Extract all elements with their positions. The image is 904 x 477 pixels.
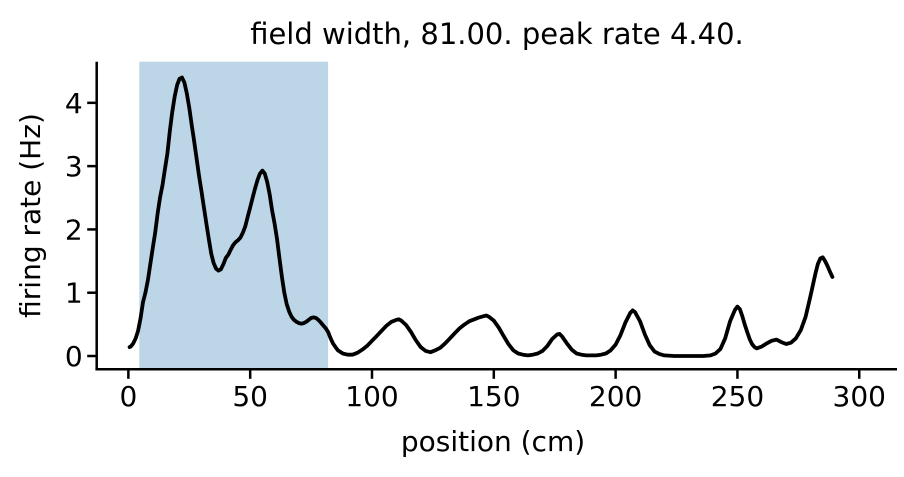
y-tick-label-2: 2 [65, 213, 83, 246]
y-axis-ticks: 0 1 2 3 4 [65, 87, 97, 373]
x-tick-label-300: 300 [833, 380, 886, 413]
axes-spines [95, 61, 897, 371]
x-tick-label-50: 50 [232, 380, 268, 413]
x-tick-label-150: 150 [467, 380, 520, 413]
firing-rate-line [127, 75, 835, 358]
chart-title: field width, 81.00. peak rate 4.40. [250, 17, 744, 51]
x-axis-ticks: 0 50 100 150 200 250 300 [119, 369, 886, 413]
y-tick-label-4: 4 [65, 87, 83, 120]
x-tick-label-100: 100 [345, 380, 398, 413]
x-axis-label: position (cm) [401, 425, 585, 458]
y-tick-label-3: 3 [65, 150, 83, 183]
x-tick-label-0: 0 [119, 380, 137, 413]
y-tick-label-1: 1 [65, 277, 83, 310]
y-axis-label: firing rate (Hz) [14, 113, 47, 318]
x-tick-label-250: 250 [711, 380, 764, 413]
x-tick-label-200: 200 [589, 380, 642, 413]
y-tick-label-0: 0 [65, 340, 83, 373]
